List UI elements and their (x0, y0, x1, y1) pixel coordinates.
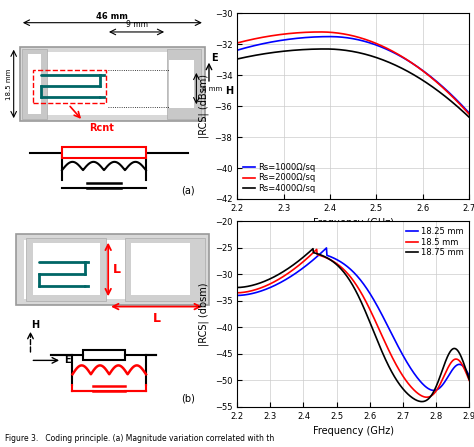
Rs=2000Ω/sq (373, 41, 379, 46)
Line: Rs=4000Ω/sq: Rs=4000Ω/sq (237, 49, 469, 117)
Rs=2000Ω/sq (373, 40, 378, 46)
Bar (22, 49, 47, 119)
Text: Rcnt: Rcnt (89, 123, 114, 133)
Bar (62, 147, 146, 158)
Rs=1000Ω/sq (327, 34, 332, 39)
Rs=4000Ω/sq (234, 56, 240, 62)
18.5 mm (466, 378, 472, 383)
18.5 mm (462, 367, 467, 372)
Rs=2000Ω/sq (446, 90, 451, 95)
Bar (83, 350, 125, 360)
Text: H: H (225, 86, 233, 97)
18.25 mm (324, 245, 329, 251)
18.75 mm (345, 275, 351, 280)
Rs=4000Ω/sq (235, 56, 241, 62)
Text: H: H (32, 320, 40, 330)
Text: E: E (211, 53, 218, 63)
Rs=1000Ω/sq (235, 47, 241, 53)
Text: 18.5 mm: 18.5 mm (7, 68, 12, 100)
18.75 mm (426, 396, 431, 402)
18.5 mm (346, 273, 352, 278)
Text: (b): (b) (181, 393, 195, 403)
Rs=2000Ω/sq (318, 30, 324, 35)
Rs=4000Ω/sq (431, 85, 437, 90)
18.25 mm (234, 293, 240, 298)
Rs=2000Ω/sq (431, 77, 437, 82)
18.25 mm (462, 365, 467, 371)
18.5 mm (345, 271, 351, 277)
18.75 mm (373, 334, 379, 339)
Rs=2000Ω/sq (234, 40, 240, 46)
18.75 mm (310, 246, 316, 251)
Bar (20, 47, 205, 121)
Legend: 18.25 mm, 18.5 mm, 18.75 mm: 18.25 mm, 18.5 mm, 18.75 mm (404, 225, 465, 259)
Rs=1000Ω/sq (446, 89, 451, 94)
Bar (26, 238, 106, 301)
Bar (30, 52, 194, 115)
Rs=1000Ω/sq (373, 42, 378, 47)
Rs=4000Ω/sq (323, 46, 328, 52)
18.25 mm (346, 266, 352, 271)
18.25 mm (425, 386, 431, 391)
Rs=4000Ω/sq (466, 114, 472, 120)
18.25 mm (466, 373, 472, 379)
Line: 18.5 mm: 18.5 mm (237, 249, 469, 397)
Bar (125, 238, 205, 301)
X-axis label: Frequency (GHz): Frequency (GHz) (313, 426, 394, 436)
Text: L: L (112, 263, 120, 276)
18.75 mm (360, 304, 366, 309)
Text: Figure 3.   Coding principle. (a) Magnitude variation correlated with th: Figure 3. Coding principle. (a) Magnitud… (5, 434, 274, 443)
18.75 mm (346, 277, 352, 283)
18.75 mm (419, 399, 425, 404)
Rs=4000Ω/sq (373, 55, 379, 60)
Rs=1000Ω/sq (466, 110, 472, 116)
Line: 18.25 mm: 18.25 mm (237, 248, 469, 390)
18.25 mm (373, 301, 379, 306)
18.5 mm (314, 247, 319, 252)
18.5 mm (426, 394, 431, 400)
18.25 mm (360, 281, 366, 286)
Rs=1000Ω/sq (234, 47, 240, 53)
18.25 mm (345, 264, 351, 270)
Bar (16, 234, 209, 305)
18.5 mm (424, 395, 430, 400)
18.75 mm (462, 363, 467, 368)
18.75 mm (234, 285, 240, 290)
18.5 mm (373, 319, 379, 325)
Text: 46 mm: 46 mm (96, 12, 128, 21)
Bar (28, 54, 41, 114)
Text: 9 mm: 9 mm (126, 20, 147, 29)
Line: Rs=2000Ω/sq: Rs=2000Ω/sq (237, 32, 469, 114)
Bar (24, 240, 201, 299)
Rs=4000Ω/sq (446, 96, 451, 101)
Rs=2000Ω/sq (377, 42, 383, 48)
Y-axis label: |RCS| (dBsm): |RCS| (dBsm) (199, 74, 209, 138)
Bar (169, 60, 194, 108)
X-axis label: Frequency (GHz): Frequency (GHz) (313, 219, 394, 228)
18.75 mm (466, 377, 472, 382)
Line: 18.75 mm: 18.75 mm (237, 249, 469, 401)
Rs=2000Ω/sq (466, 112, 472, 117)
Bar (131, 244, 199, 295)
Y-axis label: |RCS| (dbsm): |RCS| (dbsm) (199, 282, 209, 346)
Rs=4000Ω/sq (373, 55, 378, 60)
Text: E: E (64, 355, 71, 365)
Legend: Rs=1000Ω/sq, Rs=2000Ω/sq, Rs=4000Ω/sq: Rs=1000Ω/sq, Rs=2000Ω/sq, Rs=4000Ω/sq (241, 161, 317, 195)
18.5 mm (360, 294, 366, 299)
18.5 mm (234, 290, 240, 295)
Text: (a): (a) (181, 185, 195, 195)
Bar (167, 49, 201, 119)
Bar (33, 70, 106, 103)
Bar (33, 244, 100, 295)
Rs=4000Ω/sq (377, 56, 383, 62)
Rs=1000Ω/sq (431, 76, 437, 82)
Text: 6 mm: 6 mm (201, 85, 222, 92)
Rs=1000Ω/sq (377, 44, 383, 49)
18.25 mm (431, 388, 437, 393)
Text: L: L (153, 312, 161, 325)
Line: Rs=1000Ω/sq: Rs=1000Ω/sq (237, 37, 469, 113)
Rs=2000Ω/sq (235, 40, 241, 46)
Bar (190, 244, 201, 295)
Rs=1000Ω/sq (373, 42, 379, 48)
